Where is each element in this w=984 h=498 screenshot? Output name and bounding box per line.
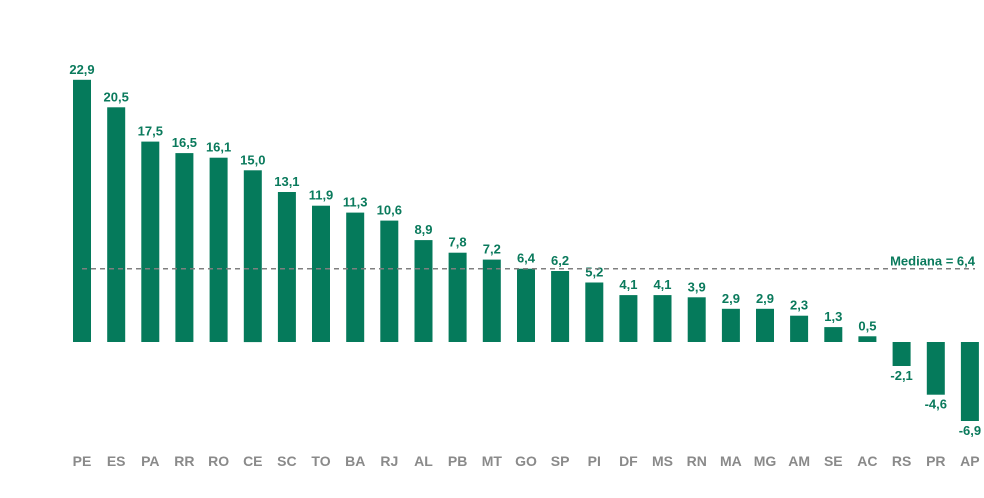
x-tick-labels-group: PE ES PA RR RO CE SC TO BA RJ AL PB MT GO SP PI DF MS RN MA… — [73, 453, 980, 469]
x-tick-pr: PR — [926, 453, 945, 469]
x-tick-se: SE — [824, 453, 843, 469]
bar-se — [824, 327, 843, 342]
x-tick-ac: AC — [857, 453, 877, 469]
x-tick-ma: MA — [720, 453, 742, 469]
x-tick-am: AM — [788, 453, 810, 469]
value-label-rn: 3,9 — [688, 279, 706, 294]
value-label-df: 4,1 — [619, 277, 637, 292]
bar-pb — [448, 252, 467, 342]
bar-al — [414, 240, 433, 342]
value-label-ap: -6,9 — [959, 423, 981, 438]
value-label-ce: 15,0 — [240, 152, 265, 167]
bar-ma — [721, 308, 740, 342]
x-tick-sp: SP — [551, 453, 570, 469]
bar-pe — [73, 79, 91, 343]
x-tick-ro: RO — [208, 453, 229, 469]
bar-pi — [585, 282, 604, 342]
value-label-sp: 6,2 — [551, 253, 569, 268]
bar-ba — [346, 212, 365, 342]
x-tick-ms: MS — [652, 453, 673, 469]
bar-ro — [209, 157, 228, 342]
x-tick-al: AL — [414, 453, 433, 469]
bar-rj — [380, 220, 399, 342]
value-label-rj: 10,6 — [377, 203, 402, 218]
x-tick-pi: PI — [588, 453, 601, 469]
value-label-to: 11,9 — [309, 188, 334, 203]
bars-group — [73, 79, 979, 421]
x-tick-go: GO — [515, 453, 537, 469]
value-label-es: 20,5 — [104, 89, 129, 104]
x-tick-rs: RS — [892, 453, 911, 469]
bar-ap — [960, 342, 979, 421]
bar-rn — [687, 297, 706, 342]
x-tick-to: TO — [311, 453, 330, 469]
x-tick-mt: MT — [482, 453, 503, 469]
x-tick-rr: RR — [174, 453, 194, 469]
value-label-am: 2,3 — [790, 298, 808, 313]
bar-sp — [551, 271, 570, 342]
bar-to — [312, 205, 330, 342]
value-label-pb: 7,8 — [449, 235, 467, 250]
bar-mt — [482, 259, 501, 342]
x-tick-df: DF — [619, 453, 638, 469]
bar-ce — [243, 170, 262, 343]
bar-es — [107, 107, 126, 342]
value-label-sc: 13,1 — [274, 174, 299, 189]
bar-df — [619, 295, 638, 342]
bar-ac — [858, 336, 877, 342]
value-label-ms: 4,1 — [653, 277, 671, 292]
bar-sc — [277, 192, 296, 342]
bar-pa — [141, 141, 160, 342]
value-label-rr: 16,5 — [172, 135, 197, 150]
bar-pr — [926, 342, 945, 395]
x-tick-rj: RJ — [380, 453, 398, 469]
x-tick-pe: PE — [73, 453, 92, 469]
bar-mg — [756, 308, 774, 342]
bar-go — [517, 268, 535, 342]
value-labels-group: 22,9 20,5 17,5 16,5 16,1 15,0 13,1 11,9 11,3 10,6… — [69, 62, 981, 438]
value-label-se: 1,3 — [824, 309, 842, 324]
x-tick-ce: CE — [243, 453, 262, 469]
median-label: Mediana = 6,4 — [890, 254, 976, 269]
bar-rs — [892, 342, 911, 366]
value-label-pa: 17,5 — [138, 124, 163, 139]
value-label-ac: 0,5 — [858, 318, 876, 333]
x-tick-ba: BA — [345, 453, 365, 469]
x-tick-es: ES — [107, 453, 126, 469]
value-label-mt: 7,2 — [483, 242, 501, 257]
value-label-rs: -2,1 — [890, 368, 912, 383]
value-label-mg: 2,9 — [756, 291, 774, 306]
value-label-ro: 16,1 — [206, 140, 231, 155]
x-tick-sc: SC — [277, 453, 296, 469]
value-label-al: 8,9 — [414, 222, 432, 237]
value-label-pe: 22,9 — [69, 62, 94, 77]
x-tick-pa: PA — [141, 453, 159, 469]
value-label-go: 6,4 — [517, 251, 536, 266]
value-label-ma: 2,9 — [722, 291, 740, 306]
value-label-ba: 11,3 — [343, 195, 368, 210]
x-tick-mg: MG — [754, 453, 777, 469]
x-tick-ap: AP — [960, 453, 979, 469]
bar-am — [790, 315, 809, 342]
value-label-pi: 5,2 — [585, 265, 603, 280]
bar-ms — [653, 295, 672, 342]
x-tick-rn: RN — [687, 453, 707, 469]
x-tick-pb: PB — [448, 453, 467, 469]
bar-rr — [175, 153, 194, 342]
value-label-pr: -4,6 — [925, 397, 947, 412]
